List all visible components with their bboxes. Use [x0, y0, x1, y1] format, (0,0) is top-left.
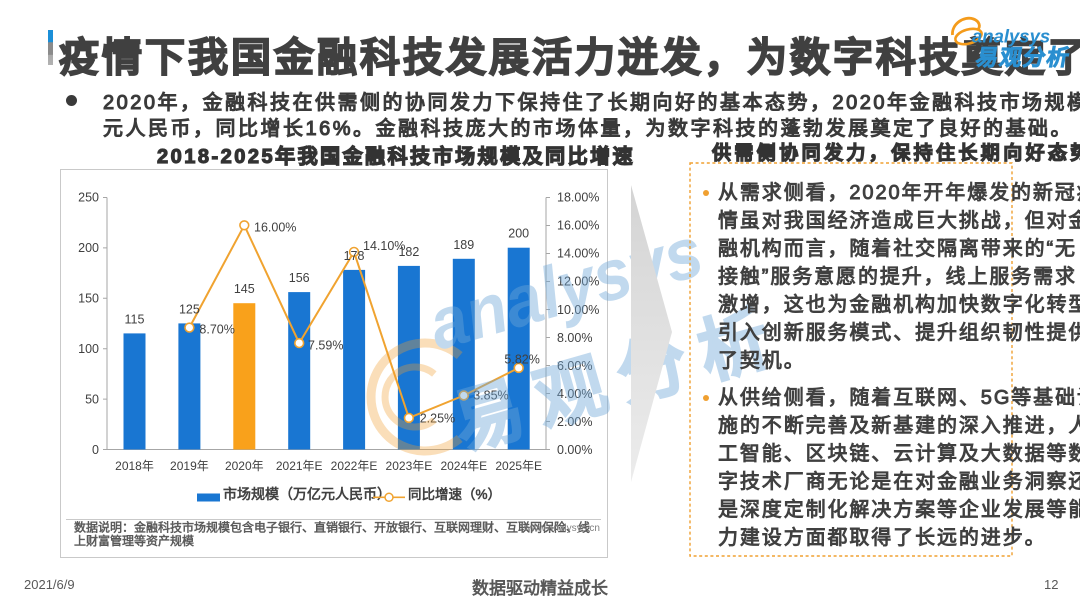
svg-text:www.analysys.cn: www.analysys.cn	[523, 523, 600, 534]
svg-text:2019年: 2019年	[170, 459, 209, 473]
svg-text:2.00%: 2.00%	[557, 415, 592, 429]
svg-text:2023年E: 2023年E	[386, 459, 433, 473]
svg-text:8.00%: 8.00%	[557, 331, 592, 345]
svg-text:2020年: 2020年	[225, 459, 264, 473]
svg-text:市场规模（万亿元人民币）: 市场规模（万亿元人民币）	[223, 486, 391, 502]
svg-text:analysys: analysys	[972, 26, 1050, 47]
svg-text:14.10%: 14.10%	[363, 239, 405, 253]
svg-text:145: 145	[234, 282, 255, 296]
svg-text:200: 200	[78, 241, 99, 255]
svg-text:156: 156	[289, 271, 310, 285]
svg-text:182: 182	[398, 245, 419, 259]
svg-text:0.00%: 0.00%	[557, 443, 592, 457]
svg-text:100: 100	[78, 342, 99, 356]
svg-text:150: 150	[78, 292, 99, 306]
svg-text:数据说明：金融科技市场规模包含电子银行、直销银行、开放银行、: 数据说明：金融科技市场规模包含电子银行、直销银行、开放银行、互联网理财、互联网保…	[74, 520, 590, 535]
svg-text:2018年: 2018年	[115, 459, 154, 473]
svg-text:178: 178	[344, 249, 365, 263]
svg-text:250: 250	[78, 191, 99, 205]
svg-text:易观分析: 易观分析	[974, 45, 1072, 70]
svg-text:2024年E: 2024年E	[440, 459, 487, 473]
svg-text:5.82%: 5.82%	[504, 352, 539, 366]
svg-text:2.25%: 2.25%	[420, 411, 455, 425]
svg-text:14.00%: 14.00%	[557, 247, 599, 261]
svg-text:7.59%: 7.59%	[308, 338, 343, 352]
svg-text:16.00%: 16.00%	[254, 220, 296, 234]
svg-text:2021年E: 2021年E	[276, 459, 323, 473]
svg-text:12.00%: 12.00%	[557, 275, 599, 289]
svg-text:16.00%: 16.00%	[557, 219, 599, 233]
svg-text:0: 0	[92, 443, 99, 457]
svg-text:2022年E: 2022年E	[331, 459, 378, 473]
svg-text:115: 115	[125, 312, 145, 326]
svg-text:同比增速（%）: 同比增速（%）	[408, 487, 501, 502]
svg-text:50: 50	[85, 392, 99, 406]
svg-text:200: 200	[508, 227, 529, 241]
svg-text:18.00%: 18.00%	[557, 191, 599, 205]
svg-text:上财富管理等资产规模: 上财富管理等资产规模	[74, 533, 194, 548]
svg-text:189: 189	[453, 238, 474, 252]
svg-text:6.00%: 6.00%	[557, 359, 592, 373]
svg-text:8.70%: 8.70%	[199, 322, 234, 336]
svg-text:10.00%: 10.00%	[557, 303, 599, 317]
svg-text:125: 125	[179, 302, 200, 316]
svg-text:3.85%: 3.85%	[473, 389, 508, 403]
svg-text:2025年E: 2025年E	[495, 459, 542, 473]
svg-text:4.00%: 4.00%	[557, 387, 592, 401]
